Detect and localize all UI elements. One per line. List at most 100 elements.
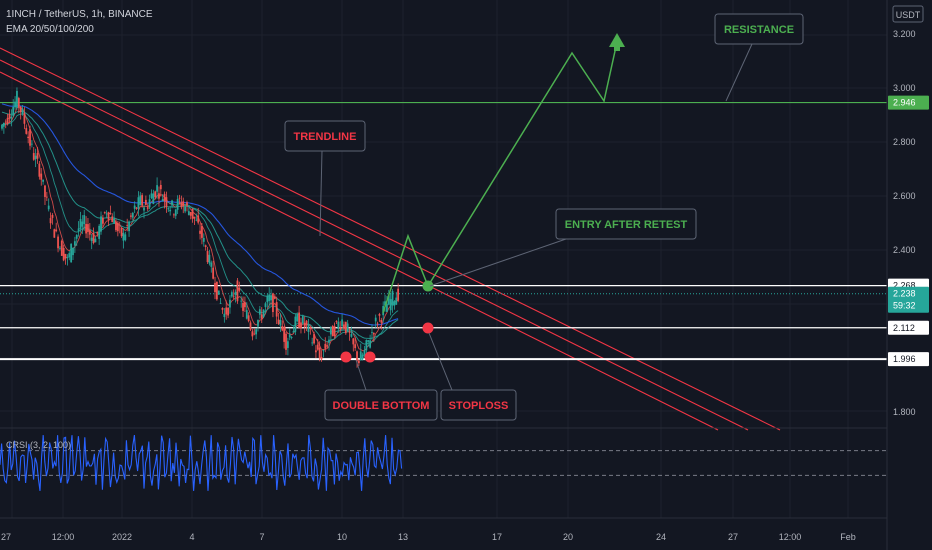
candle-body: [47, 205, 50, 210]
annotation-pointer: [428, 332, 453, 391]
candle-body: [206, 251, 209, 263]
candle-body: [316, 344, 319, 350]
candle-body: [290, 337, 293, 338]
candle-body: [266, 296, 269, 303]
candle-body: [159, 184, 162, 190]
annotation-box: [555, 208, 697, 240]
candle-body: [296, 314, 299, 322]
projection-arrow-stem: [614, 45, 620, 51]
candle-body: [257, 320, 259, 327]
candle-body: [12, 106, 15, 116]
candle-body: [227, 307, 229, 316]
candle-body: [83, 215, 86, 225]
candle-body: [8, 114, 11, 119]
price-axis: USDT 3.200 3.000 2.800 2.600 2.400 1.800 2.946 2…: [886, 0, 932, 550]
candle-body: [378, 314, 381, 316]
candle-body: [244, 302, 246, 308]
candle-body: [286, 341, 289, 348]
currency-badge: [892, 5, 924, 23]
candle-body: [135, 207, 138, 209]
candle-body: [60, 240, 63, 256]
candle-body: [214, 282, 216, 293]
time-tick-label: 17: [492, 532, 502, 542]
candles: [1, 87, 400, 368]
candle-body: [384, 301, 386, 306]
candle-body: [161, 199, 164, 202]
candle-body: [44, 185, 46, 197]
candle-body: [72, 247, 74, 256]
indicator-title: EMA 20/50/100/200: [6, 24, 94, 35]
candle-body: [270, 295, 272, 301]
candle-body: [328, 339, 330, 343]
candle-body: [100, 216, 102, 232]
projection-arrowhead: [609, 33, 625, 47]
candle-body: [238, 287, 241, 291]
crsi-line: [0, 435, 403, 491]
crsi-pane: CRSI (3, 2, 100)100.0050.000.000.0000: [0, 427, 932, 519]
candle-body: [272, 293, 274, 313]
bottom-1-marker: [340, 351, 352, 363]
price-tag-label: 2.268: [893, 281, 916, 291]
candle-body: [173, 214, 175, 216]
candle-body: [126, 225, 129, 226]
candle-body: [318, 347, 321, 358]
candle-body: [386, 303, 388, 312]
candle-body: [279, 320, 282, 326]
candle-body: [156, 185, 158, 192]
candle-body: [374, 317, 377, 322]
candle-body: [180, 201, 183, 208]
candle-body: [281, 326, 284, 331]
candle-body: [107, 212, 110, 220]
annotation-box: [324, 389, 438, 421]
candle-body: [36, 153, 39, 159]
candle-body: [260, 314, 263, 319]
annotation-pointer: [429, 238, 567, 287]
candle-body: [59, 247, 61, 249]
candle-body: [34, 155, 37, 160]
grid: [0, 0, 887, 518]
candle-body: [62, 247, 65, 261]
candle-body: [202, 238, 205, 242]
candle-body: [169, 209, 172, 212]
candle-body: [204, 245, 207, 247]
candle-body: [303, 322, 306, 328]
candle-body: [187, 211, 190, 216]
candle-body: [258, 309, 261, 315]
candle-body: [221, 307, 224, 310]
candle-body: [53, 229, 56, 238]
candle-body: [232, 295, 235, 297]
candle-body: [184, 206, 187, 212]
candle-body: [23, 113, 26, 124]
horizontal-levels: [0, 101, 887, 361]
candle-body: [333, 326, 336, 337]
trendline: [0, 59, 749, 431]
candle-body: [87, 224, 89, 232]
candle-body: [49, 218, 52, 224]
annotation-label: RESISTANCE: [724, 24, 794, 36]
candle-body: [275, 302, 278, 317]
candle-body: [367, 340, 370, 342]
candle-body: [4, 121, 7, 123]
candle-body: [92, 233, 95, 244]
candle-body: [102, 217, 104, 224]
candle-body: [225, 307, 228, 315]
time-tick-label: 12:00: [779, 532, 802, 542]
candle-body: [346, 323, 349, 332]
price-tag-label: 2.238: [893, 289, 916, 299]
candle-body: [326, 345, 329, 347]
candle-body: [268, 294, 271, 301]
time-axis: 27 12:00 2022 4 7 10 13 17 20 24 27 12:00 Feb: [1, 532, 856, 542]
candle-body: [122, 232, 125, 241]
candle-body: [115, 221, 117, 231]
trendline: [0, 47, 781, 431]
candle-body: [6, 117, 9, 124]
candle-body: [25, 128, 28, 134]
time-tick-label: 24: [656, 532, 666, 542]
candle-body: [208, 254, 211, 264]
price-tag-label: 1.996: [893, 354, 916, 364]
candle-body: [191, 208, 194, 219]
candle-body: [300, 322, 302, 329]
candle-body: [139, 195, 142, 205]
candle-body: [393, 301, 396, 306]
